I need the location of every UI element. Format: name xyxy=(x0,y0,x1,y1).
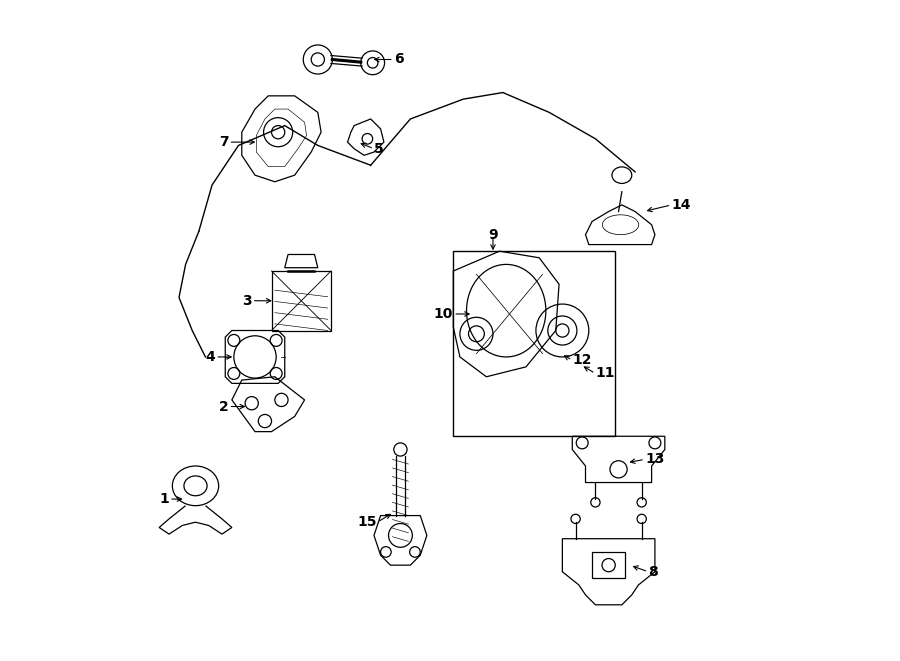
Text: 10: 10 xyxy=(434,307,454,321)
Text: 7: 7 xyxy=(219,135,229,149)
Text: 15: 15 xyxy=(358,515,377,529)
Bar xyxy=(592,552,626,578)
Text: 12: 12 xyxy=(572,353,592,368)
Text: 6: 6 xyxy=(394,52,403,67)
Text: 1: 1 xyxy=(159,492,169,506)
Text: 2: 2 xyxy=(219,399,229,414)
Text: 13: 13 xyxy=(645,452,664,467)
Text: 5: 5 xyxy=(374,141,383,156)
Text: 14: 14 xyxy=(671,198,691,212)
Bar xyxy=(454,251,616,436)
Text: 9: 9 xyxy=(488,227,498,242)
Text: 8: 8 xyxy=(648,564,658,579)
Bar xyxy=(272,271,331,330)
Text: 4: 4 xyxy=(205,350,215,364)
Text: 3: 3 xyxy=(242,293,252,308)
Text: 11: 11 xyxy=(596,366,615,381)
